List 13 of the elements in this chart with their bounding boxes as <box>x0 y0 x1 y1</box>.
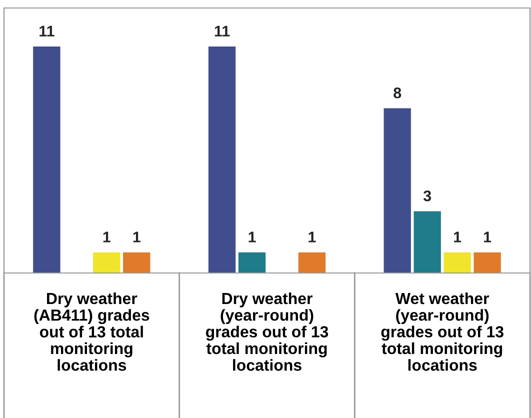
x-tick-label: Wet weather (year-round) grades out of 13 total monitoring locations <box>381 292 504 371</box>
data-label: 1 <box>133 232 140 242</box>
data-label: 1 <box>454 232 462 242</box>
data-label: 3 <box>423 190 432 202</box>
data-label: 1 <box>103 232 110 242</box>
data-label: 8 <box>394 87 402 98</box>
data-label: 1 <box>308 232 316 242</box>
data-label: 11 <box>214 26 230 36</box>
data-label: 1 <box>484 232 492 242</box>
x-tick-label: Dry weather (AB411) grades out of 13 total monitoring locations <box>34 292 150 371</box>
data-label: 1 <box>248 232 256 242</box>
x-tick-label: Dry weather (year-round) grades out of 13 total monitoring locations <box>206 292 328 371</box>
data-label: 11 <box>40 26 54 36</box>
